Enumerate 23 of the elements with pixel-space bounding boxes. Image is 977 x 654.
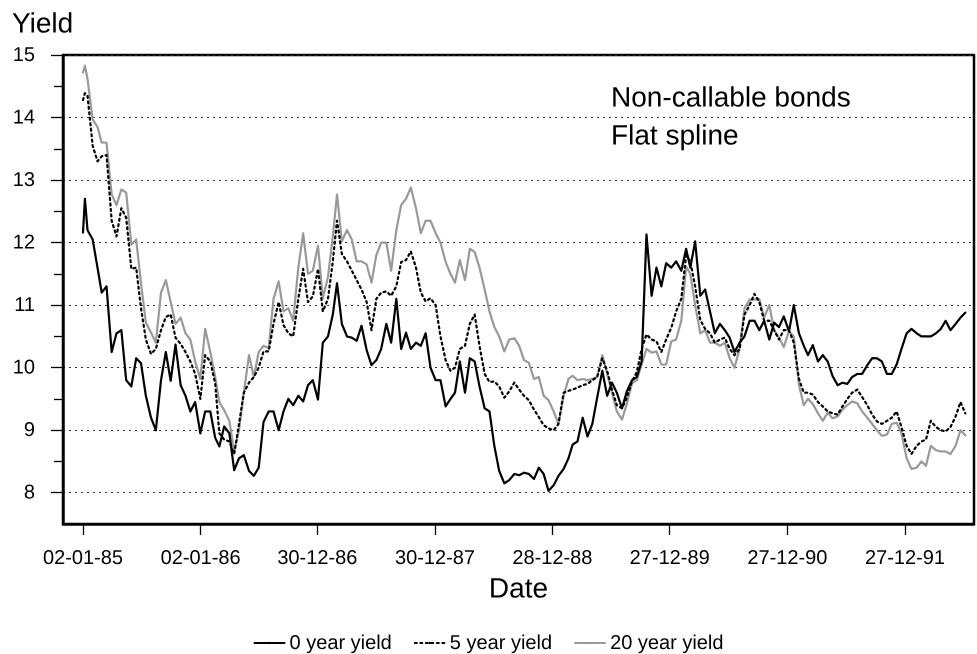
y-tick-label: 15: [12, 44, 35, 66]
annotation: Non-callable bonds: [611, 82, 851, 112]
x-tick-label: 27-12-91: [864, 547, 946, 569]
x-tick-label: 30-12-86: [277, 547, 358, 569]
legend-label: 20 year yield: [610, 632, 724, 654]
x-tick-label: 27-12-89: [630, 547, 710, 569]
legend-label: 5 year yield: [450, 632, 552, 654]
x-tick-label: 27-12-90: [747, 547, 828, 569]
x-axis-title: Date: [488, 572, 548, 604]
x-tick-label: 30-12-87: [394, 547, 476, 569]
y-axis-title: Yield: [12, 8, 74, 38]
y-tick-label: 12: [12, 232, 35, 254]
legend-label: 0 year yield: [290, 632, 392, 654]
y-tick-label: 11: [14, 294, 35, 316]
y-tick-label: 8: [24, 482, 35, 504]
y-tick-label: 9: [24, 419, 35, 442]
y-tick-label: 13: [12, 169, 35, 192]
x-tick-label: 02-01-85: [42, 547, 124, 569]
x-tick-label: 02-01-86: [160, 547, 241, 569]
y-tick-label: 14: [12, 106, 35, 129]
y-tick-label: 10: [12, 356, 35, 379]
x-tick-label: 28-12-88: [512, 547, 592, 569]
annotation: Flat spline: [611, 120, 739, 150]
